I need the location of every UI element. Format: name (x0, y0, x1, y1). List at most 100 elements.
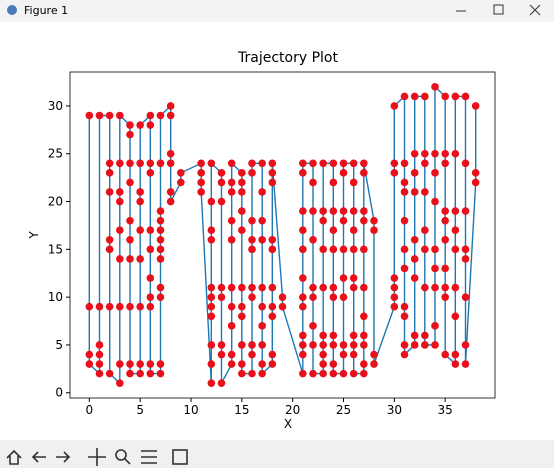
point (105, 302, 114, 311)
point (116, 111, 124, 120)
plot-area (69, 71, 496, 399)
point (126, 360, 134, 368)
point (105, 235, 114, 244)
configure-button[interactable] (141, 450, 157, 464)
point (105, 159, 114, 168)
point (136, 369, 144, 378)
point (217, 379, 226, 387)
point (258, 235, 266, 244)
point (329, 159, 338, 168)
y-tick-label: 0 (55, 386, 63, 400)
point (126, 121, 134, 129)
point (309, 369, 317, 378)
point (146, 226, 155, 235)
window-title: Figure 1 (24, 4, 68, 17)
point (207, 341, 216, 349)
point (238, 178, 246, 187)
zoom-button[interactable] (115, 449, 131, 465)
point (126, 369, 134, 378)
point (360, 341, 368, 349)
point (156, 216, 165, 225)
point (207, 302, 216, 311)
point (207, 283, 216, 292)
point (166, 149, 175, 158)
point (360, 369, 368, 378)
point (309, 283, 317, 292)
point (329, 341, 338, 349)
point (441, 207, 449, 215)
point (146, 274, 155, 282)
point (116, 255, 124, 263)
maximize-button[interactable] (493, 4, 504, 15)
point (146, 121, 155, 129)
y-tick-label: 30 (48, 99, 63, 113)
point (248, 350, 256, 359)
point (421, 92, 429, 101)
point (410, 235, 419, 244)
point (349, 331, 358, 340)
point (360, 159, 368, 168)
point (268, 235, 277, 244)
point (227, 235, 236, 244)
point (207, 312, 216, 321)
pan-button[interactable] (88, 448, 106, 466)
point (217, 283, 226, 292)
point (85, 350, 94, 359)
point (268, 283, 277, 292)
point (258, 322, 266, 330)
point (146, 360, 155, 368)
point (248, 293, 256, 301)
point (156, 360, 165, 368)
point (461, 92, 470, 101)
point (136, 159, 144, 168)
home-button[interactable] (6, 449, 22, 465)
point (217, 197, 226, 206)
forward-button[interactable] (56, 451, 71, 463)
point (268, 360, 277, 368)
point (299, 245, 307, 254)
point (238, 341, 246, 349)
point (360, 216, 368, 225)
point (207, 226, 216, 235)
point (299, 226, 307, 235)
point (248, 245, 256, 254)
point (339, 350, 348, 359)
point (268, 302, 277, 311)
point (299, 369, 307, 378)
point (197, 178, 205, 187)
point (146, 302, 155, 311)
y-tick-label: 10 (48, 290, 63, 304)
point (451, 92, 460, 101)
point (329, 369, 338, 378)
point (339, 369, 348, 378)
point (217, 169, 226, 177)
point (116, 360, 124, 368)
point (299, 159, 307, 168)
point (146, 111, 155, 120)
point (116, 226, 124, 235)
point (177, 178, 185, 187)
point (268, 350, 277, 359)
point (360, 331, 368, 340)
point (319, 331, 327, 340)
point (238, 283, 246, 292)
point (431, 283, 439, 292)
x-tick-label: 10 (183, 403, 198, 417)
point (238, 169, 246, 177)
point (410, 274, 419, 282)
point (451, 312, 460, 321)
point (299, 331, 307, 340)
point (227, 322, 236, 330)
point (217, 293, 226, 301)
close-button[interactable] (529, 4, 541, 16)
point (400, 159, 409, 168)
point (431, 264, 439, 273)
point (319, 207, 327, 215)
back-button[interactable] (31, 451, 46, 463)
point (421, 331, 429, 340)
x-tick-label: 5 (136, 403, 144, 417)
save-button[interactable] (172, 449, 188, 465)
point (156, 111, 165, 120)
point (136, 360, 144, 368)
